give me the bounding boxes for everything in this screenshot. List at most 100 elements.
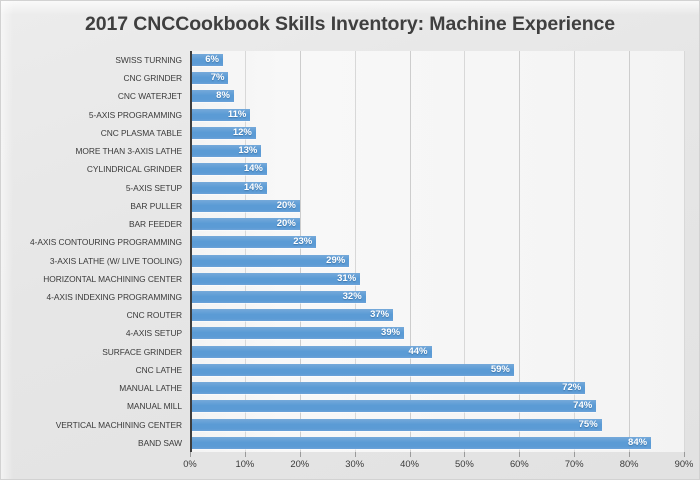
bar[interactable] [190,218,300,231]
category-label: CYLINDRICAL GRINDER [86,164,182,175]
bar-row[interactable]: 12% [190,124,684,142]
axis-tick [574,452,576,457]
category-label: BAR PULLER [130,200,182,211]
bar-row[interactable]: 14% [190,179,684,197]
category-axis: SWISS TURNING CNC GRINDER CNC WATERJET 5-AX… [1,51,186,452]
bar-value-label: 59% [490,363,510,375]
gridline [684,51,685,452]
bar-row[interactable]: 7% [190,69,684,87]
bar-row[interactable]: 44% [190,343,684,361]
bar[interactable] [190,272,361,285]
category-label: BAND SAW [138,437,182,448]
bar-row[interactable]: 31% [190,270,684,288]
bar-row[interactable]: 32% [190,288,684,306]
bar[interactable] [190,163,267,176]
axis-tick-label: 60% [509,458,529,469]
category-label: CNC WATERJET [117,91,182,102]
bar[interactable] [190,72,229,85]
category-label: CNC LATHE [135,364,182,375]
bar[interactable] [190,145,262,158]
bar[interactable] [190,90,234,103]
bar-row[interactable]: 74% [190,397,684,415]
category-label: HORIZONTAL MACHINING CENTER [43,273,182,284]
axis-tick [354,452,356,457]
bar-row[interactable]: 8% [190,87,684,105]
bar[interactable] [190,309,394,322]
bar-row[interactable]: 72% [190,379,684,397]
category-label: 4-AXIS CONTOURING PROGRAMMING [30,237,182,248]
bar[interactable] [190,108,251,121]
bar[interactable] [190,290,366,303]
bar[interactable] [190,400,597,413]
bar[interactable] [190,236,317,249]
category-label: 4-AXIS INDEXING PROGRAMMING [46,291,183,302]
category-label: CNC PLASMA TABLE [100,127,182,138]
value-axis: 0% 10% 20% 30% 40% 50% 60% 70% 80% 90% [183,452,693,478]
chart-title: 2017 CNCCookbook Skills Inventory: Machi… [84,13,616,35]
bar[interactable] [190,345,432,358]
bar-value-label: 44% [408,345,428,357]
bar-value-label: 7% [210,72,225,84]
bar-row[interactable]: 75% [190,416,684,434]
bar[interactable] [190,363,514,376]
bar[interactable] [190,181,267,194]
bar-row[interactable]: 11% [190,106,684,124]
bar-value-label: 20% [276,199,296,211]
category-label: 5-AXIS PROGRAMMING [88,109,182,120]
bar-value-label: 74% [573,400,593,412]
bar[interactable] [190,199,300,212]
axis-tick [299,452,301,457]
category-label: CNC ROUTER [126,310,182,321]
axis-tick [684,452,685,457]
bar-row[interactable]: 39% [190,324,684,342]
bar-row[interactable]: 23% [190,233,684,251]
axis-tick [629,452,631,457]
bar-value-label: 23% [293,236,313,248]
bar-value-label: 20% [276,218,296,230]
bar-value-label: 6% [205,54,219,65]
bar[interactable] [190,382,586,395]
bar-value-label: 14% [243,181,263,193]
bar[interactable] [190,418,602,431]
bar-row[interactable]: 84% [190,434,684,452]
bar[interactable] [190,436,652,449]
bar-row[interactable]: 37% [190,306,684,324]
bars-layer: 6% 7% 8% 11% 12% 13% 14% 14% 20% 20% 23% 29% 31% 32% 3… [190,51,684,452]
axis-tick [244,452,246,457]
category-label: MORE THAN 3-AXIS LATHE [75,146,182,157]
bar[interactable] [190,254,350,267]
category-label: SURFACE GRINDER [102,346,182,357]
bar-value-label: 11% [227,108,247,120]
axis-tick [519,452,521,457]
bar-row[interactable]: 20% [190,197,684,215]
category-label: MANUAL LATHE [119,383,182,394]
category-label: CNC GRINDER [123,73,182,84]
category-label: 3-AXIS LATHE (W/ LIVE TOOLING) [49,255,182,266]
bar-row[interactable]: 29% [190,252,684,270]
bar-value-label: 72% [562,382,582,394]
bar-row[interactable]: 13% [190,142,684,160]
value-axis-line [190,51,192,452]
bar-value-label: 84% [628,436,648,448]
axis-tick-label: 50% [455,458,474,469]
bar[interactable] [190,126,256,139]
axis-tick-label: 70% [564,458,584,469]
category-label: MANUAL MILL [127,401,182,412]
axis-tick-label: 40% [400,458,419,469]
bar-value-label: 37% [370,309,390,321]
bar-row[interactable]: 14% [190,160,684,178]
axis-tick [464,452,466,457]
bar-row[interactable]: 59% [190,361,684,379]
plot-area: 6% 7% 8% 11% 12% 13% 14% 14% 20% 20% 23% 29% 31% 32% 3… [190,51,685,452]
axis-tick-label: 0% [183,458,197,469]
bar-value-label: 31% [337,272,357,284]
axis-tick-label: 10% [235,458,255,469]
bar[interactable] [190,327,405,340]
bar-row[interactable]: 20% [190,215,684,233]
bar[interactable] [190,54,223,66]
axis-tick-label: 80% [619,458,639,469]
bar-value-label: 8% [216,90,230,102]
bar-row[interactable]: 6% [190,51,684,69]
bar-value-label: 12% [232,126,252,138]
